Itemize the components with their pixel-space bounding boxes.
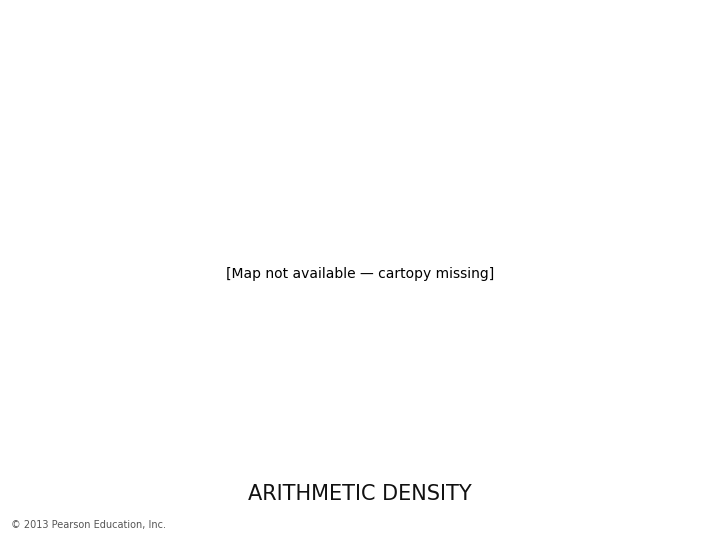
Text: [Map not available — cartopy missing]: [Map not available — cartopy missing] — [226, 267, 494, 281]
Text: © 2013 Pearson Education, Inc.: © 2013 Pearson Education, Inc. — [11, 520, 166, 530]
Text: ARITHMETIC DENSITY: ARITHMETIC DENSITY — [248, 484, 472, 504]
Text: 2.2 Population Density: 2.2 Population Density — [13, 17, 370, 45]
